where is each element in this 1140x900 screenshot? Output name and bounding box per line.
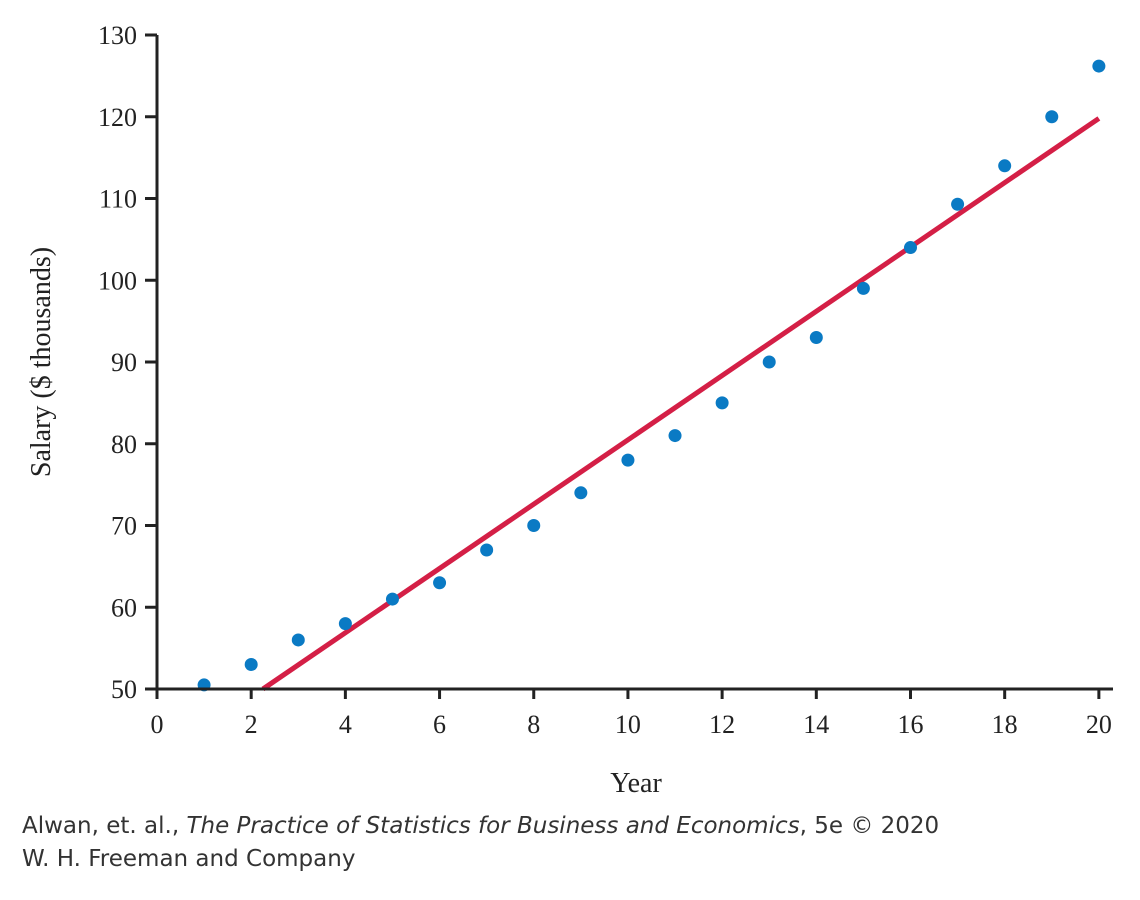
data-point xyxy=(244,657,258,671)
x-tick-label: 18 xyxy=(992,710,1018,739)
tick-labels-layer: 0 2 4 6 8 10 12 14 16 18 20 50 60 70 80 90 100 110 120 130 xyxy=(98,21,1112,739)
x-tick-label: 12 xyxy=(709,710,735,739)
x-tick-label: 6 xyxy=(433,710,446,739)
y-tick-label: 130 xyxy=(98,21,137,50)
source-credit-line-1: Alwan, et. al., The Practice of Statisti… xyxy=(22,813,939,839)
data-point xyxy=(291,633,305,647)
y-tick-label: 90 xyxy=(111,348,137,377)
credit-authors: Alwan, et. al., xyxy=(22,813,187,839)
y-axis-title: Salary ($ thousands) xyxy=(26,247,57,477)
y-tick-label: 60 xyxy=(111,593,137,622)
data-point xyxy=(527,519,541,532)
y-tick-label: 80 xyxy=(111,430,137,459)
credit-book-title: The Practice of Statistics for Business … xyxy=(186,813,800,839)
data-point xyxy=(762,355,776,369)
data-point xyxy=(338,617,352,631)
data-point xyxy=(715,396,729,410)
x-tick-label: 0 xyxy=(151,710,164,739)
data-point xyxy=(433,576,447,590)
data-point xyxy=(574,486,588,500)
y-tick-label: 110 xyxy=(99,185,137,214)
data-point xyxy=(903,241,917,255)
x-tick-label: 4 xyxy=(339,710,352,739)
y-tick-label: 100 xyxy=(98,266,137,295)
x-tick-label: 14 xyxy=(803,710,829,739)
axes-layer xyxy=(145,33,1113,699)
x-tick-label: 8 xyxy=(527,710,540,739)
y-tick-label: 50 xyxy=(111,675,137,704)
data-point xyxy=(809,330,823,344)
data-point xyxy=(385,592,399,606)
data-point xyxy=(668,429,682,443)
data-point xyxy=(621,453,635,467)
data-point xyxy=(951,197,965,211)
data-points-layer xyxy=(197,59,1106,692)
data-point xyxy=(856,281,870,295)
data-point xyxy=(480,543,494,557)
y-tick-label: 70 xyxy=(111,512,137,541)
fit-line-layer xyxy=(261,116,1101,692)
x-tick-label: 20 xyxy=(1086,710,1112,739)
x-axis-title: Year xyxy=(610,768,662,799)
data-point xyxy=(1092,59,1106,73)
data-point xyxy=(1045,110,1059,124)
credit-edition: , 5e © 2020 xyxy=(799,813,940,839)
y-tick-label: 120 xyxy=(98,103,137,132)
data-point xyxy=(998,159,1012,173)
x-tick-label: 10 xyxy=(615,710,641,739)
regression-line xyxy=(261,116,1101,692)
x-tick-label: 2 xyxy=(245,710,258,739)
x-tick-label: 16 xyxy=(897,710,923,739)
source-credit-line-2: W. H. Freeman and Company xyxy=(22,846,356,872)
